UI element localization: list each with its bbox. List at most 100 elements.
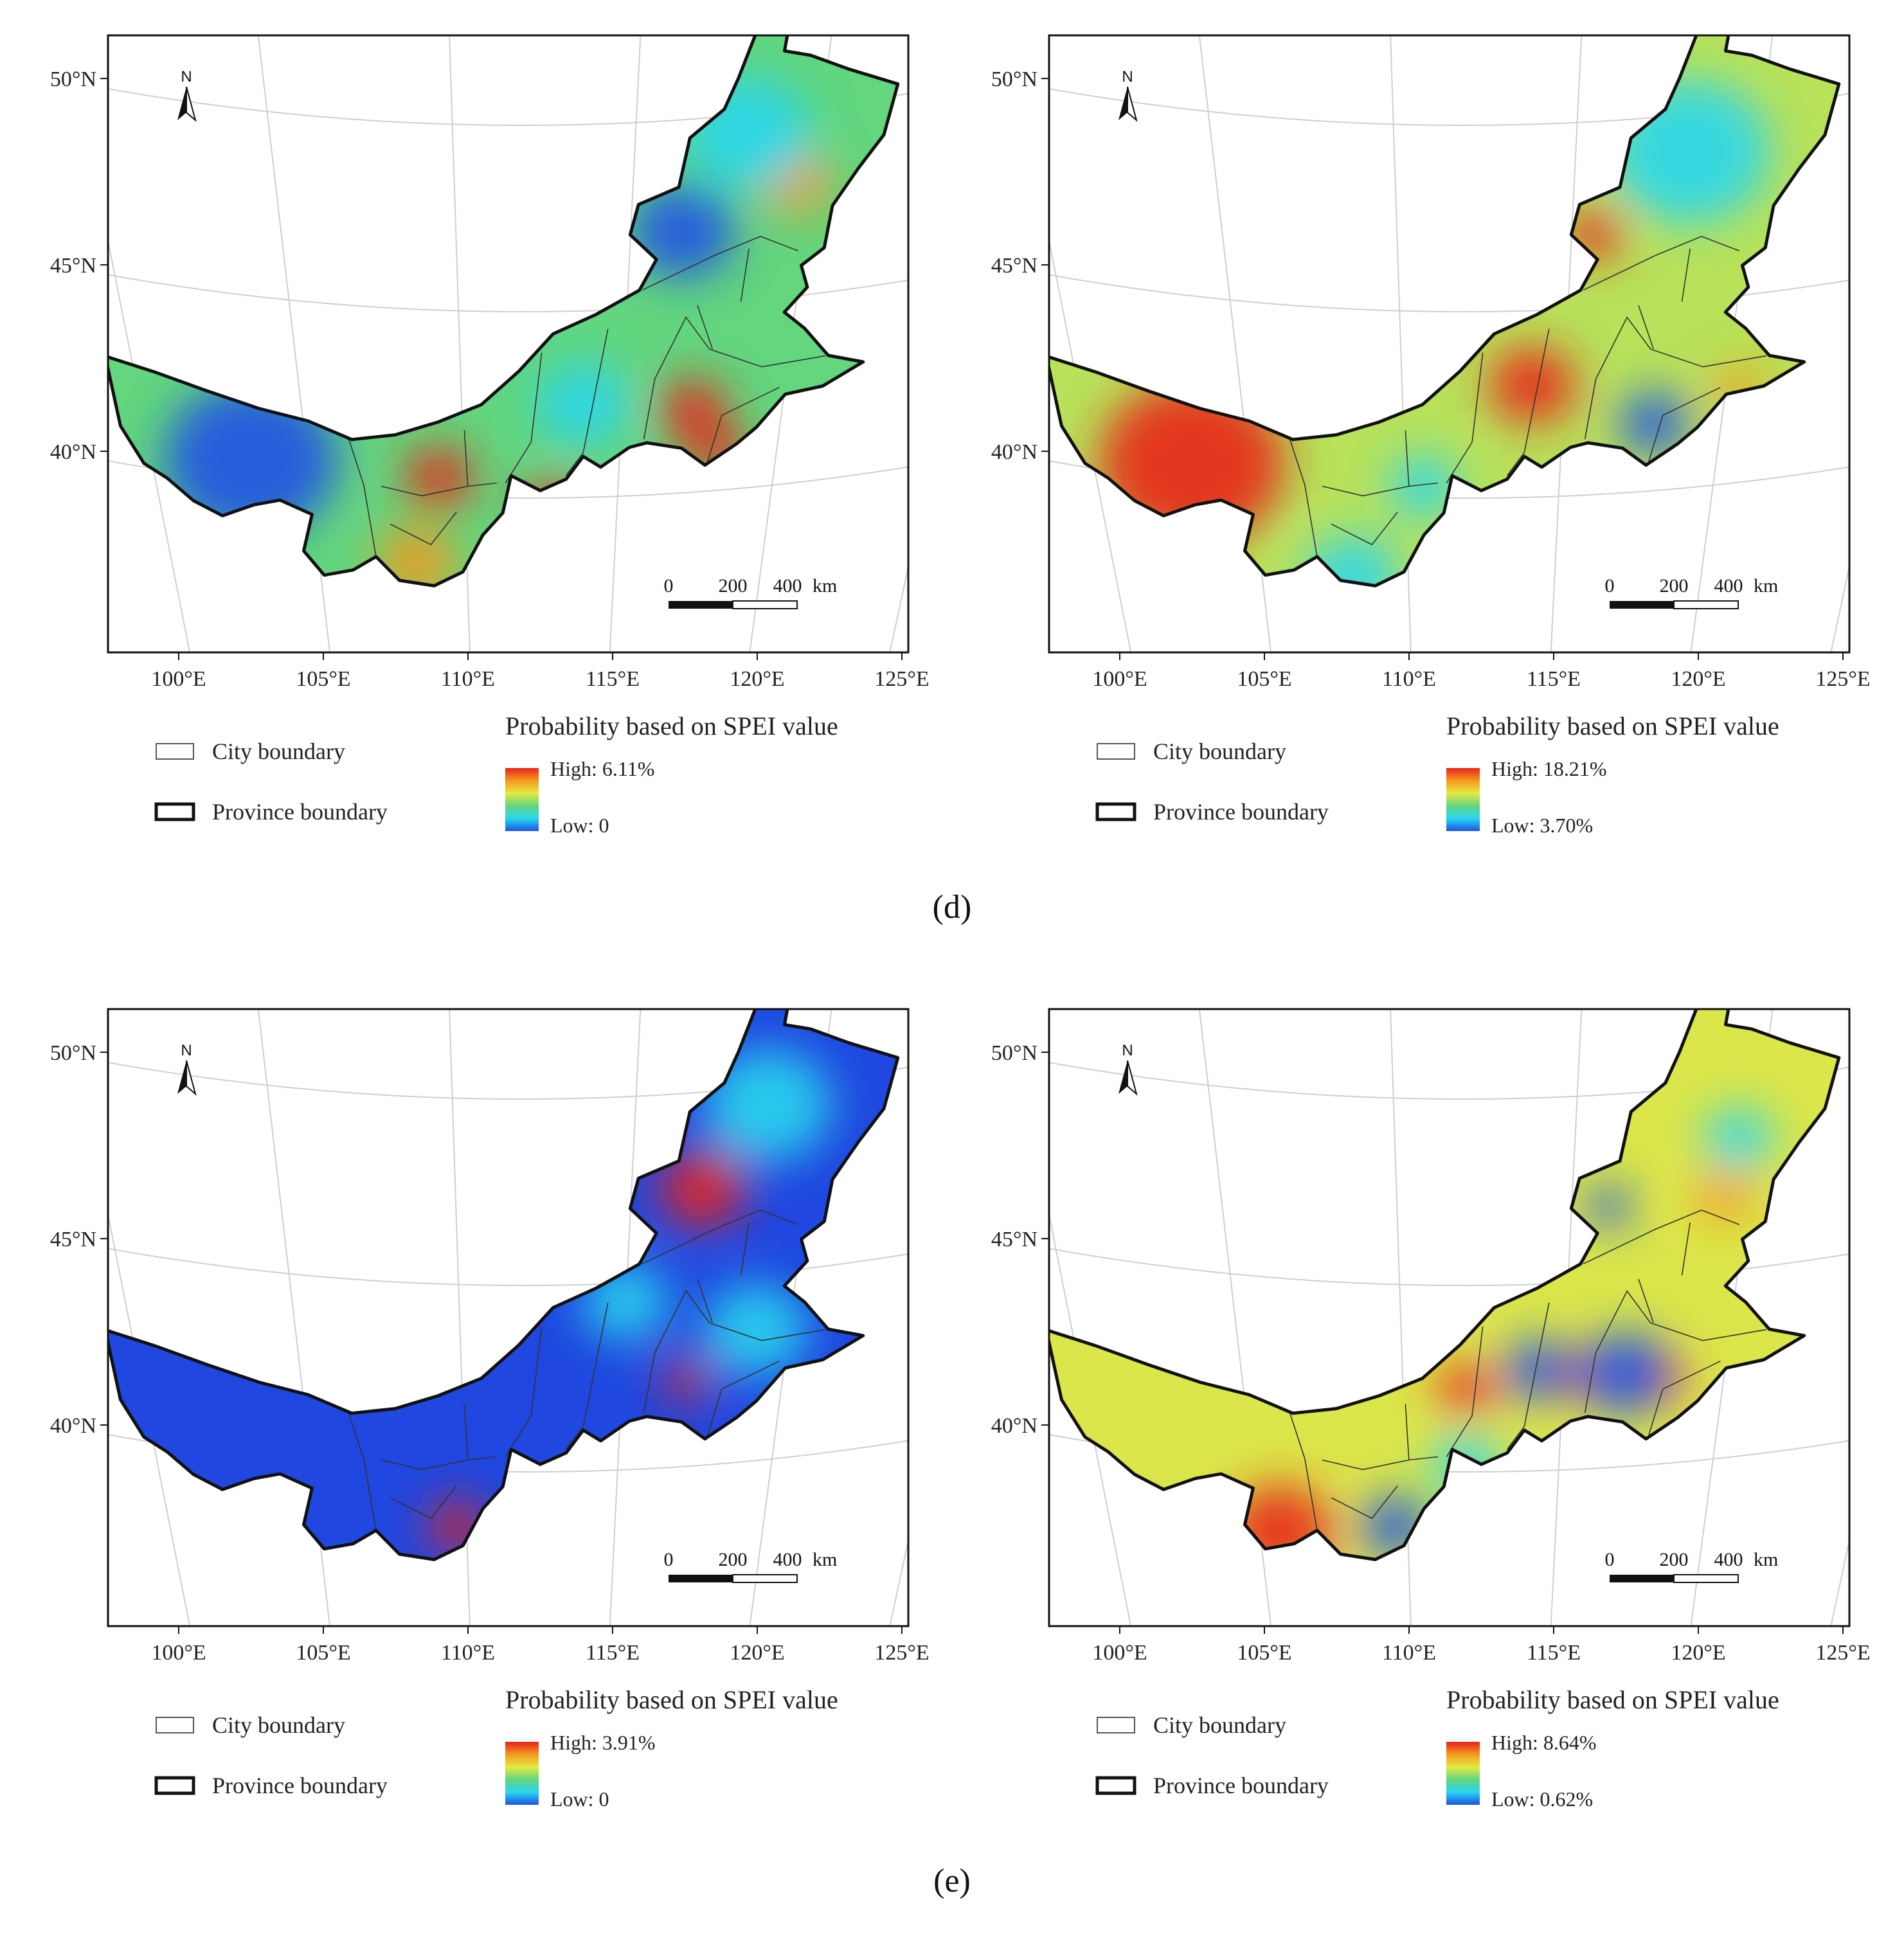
city-boundary-label: City boundary: [1153, 739, 1286, 764]
city-boundary-line: [1331, 512, 1398, 546]
probability-hotspot: [164, 382, 338, 537]
latitude-label: 40°N: [50, 1414, 96, 1438]
map-panel-e-right: N 0 200 400 km 50°N 45°N 40°N 100°E 105°E 110°E 115…: [991, 1008, 1871, 1811]
city-boundary-line: [1583, 235, 1740, 291]
longitude-label: 125°E: [874, 667, 929, 691]
probability-hotspot: [1388, 455, 1459, 517]
map-legend: City boundary Province boundary Probabilit…: [1095, 712, 1779, 837]
longitude-label: 120°E: [1671, 1641, 1725, 1665]
legend-high-label: High: 6.11%: [550, 757, 654, 780]
city-boundary-label: City boundary: [1153, 1712, 1286, 1738]
longitude-label: 105°E: [1237, 1641, 1291, 1665]
legend-high-label: High: 8.64%: [1491, 1731, 1597, 1754]
province-boundary-swatch: [154, 802, 195, 821]
longitude-label: 110°E: [441, 667, 495, 691]
probability-hotspot: [1489, 346, 1576, 424]
probability-color-ramp: [505, 768, 539, 831]
latitude-label: 50°N: [991, 1041, 1037, 1065]
latitude-label: 40°N: [50, 440, 96, 464]
scale-bar-label: 200: [719, 575, 748, 596]
longitude-label: 115°E: [586, 667, 640, 691]
city-boundary-label: City boundary: [212, 1712, 345, 1738]
scale-bar-label: 0: [664, 1549, 674, 1570]
province-boundary-line: [1049, 1009, 1841, 1561]
city-boundary-swatch: [1097, 1717, 1135, 1733]
probability-hotspot: [1579, 1332, 1671, 1415]
city-boundary-line: [505, 352, 543, 484]
city-boundary-line: [1289, 439, 1318, 557]
city-boundary-line: [1583, 1209, 1740, 1265]
city-boundary-line: [348, 1413, 377, 1531]
longitude-label: 115°E: [1527, 1641, 1581, 1665]
latitude-label: 50°N: [50, 67, 96, 91]
scale-bar-label: 200: [1660, 1549, 1689, 1570]
legend-title: Probability based on SPEI value: [1446, 712, 1779, 740]
longitude-label: 120°E: [730, 1641, 784, 1665]
probability-hotspot: [630, 185, 735, 278]
map-frame: [107, 34, 910, 654]
scale-bar-label: 0: [664, 575, 674, 596]
graticule-meridian: [108, 237, 191, 652]
longitude-label: 105°E: [296, 667, 350, 691]
scale-bar-label: km: [813, 575, 837, 596]
probability-hotspot: [404, 447, 474, 509]
north-label: N: [1122, 68, 1133, 85]
city-boundary-line: [1331, 1485, 1398, 1519]
graticule-parallel: [1049, 274, 1849, 313]
city-boundary-line: [707, 386, 780, 461]
graticule-meridian: [108, 1211, 191, 1626]
north-arrow-icon: N: [1118, 1042, 1138, 1096]
scale-bar-label: 400: [773, 1549, 802, 1570]
province-boundary-label: Province boundary: [1153, 799, 1329, 825]
probability-color-ramp: [1446, 1742, 1480, 1805]
city-boundary-line: [565, 1302, 609, 1450]
graticule-meridian: [1049, 237, 1132, 652]
city-boundary-line: [1681, 1222, 1691, 1276]
legend-title: Probability based on SPEI value: [1446, 1685, 1779, 1714]
legend-low-label: Low: 0.62%: [1491, 1787, 1593, 1811]
longitude-label: 100°E: [1092, 667, 1147, 691]
legend-low-label: Low: 3.70%: [1491, 814, 1593, 837]
graticule-parallel: [108, 274, 908, 313]
city-boundary-line: [1405, 1404, 1410, 1460]
city-boundary-line: [1322, 482, 1438, 497]
graticule-parallel: [108, 1248, 908, 1287]
probability-hotspot: [704, 1048, 832, 1161]
legend-title: Probability based on SPEI value: [505, 1685, 838, 1714]
longitude-label: 100°E: [1092, 1641, 1147, 1665]
province-boundary-line: [108, 1009, 900, 1561]
longitude-label: 115°E: [1527, 667, 1581, 691]
legend-high-label: High: 18.21%: [1491, 757, 1607, 780]
north-arrow-icon: N: [177, 1042, 197, 1096]
city-boundary-line: [1638, 305, 1654, 350]
map-legend: City boundary Province boundary Probabilit…: [154, 1685, 838, 1811]
scale-bar-label: 200: [719, 1549, 748, 1570]
probability-hotspot: [663, 1359, 710, 1401]
latitude-label: 40°N: [991, 1414, 1037, 1438]
province-boundary-swatch: [1095, 802, 1136, 821]
latitude-label: 45°N: [991, 1228, 1037, 1251]
longitude-label: 120°E: [1671, 667, 1725, 691]
scale-bar: 0 200 400 km: [1605, 575, 1778, 609]
graticule-parallel: [1049, 1248, 1849, 1287]
longitude-label: 105°E: [1237, 667, 1291, 691]
city-boundary-line: [697, 1278, 713, 1323]
probability-hotspot: [1703, 1107, 1774, 1170]
map-panel-e-left: N 0 200 400 km 50°N 45°N 40°N 100°E 105°E 110°E 115…: [50, 1008, 930, 1811]
longitude-label: 115°E: [586, 1641, 640, 1665]
longitude-label: 110°E: [1382, 1641, 1436, 1665]
city-boundary-line: [390, 512, 457, 546]
map-panel-d-right: N 0 200 400 km 50°N 45°N 40°N 100°E 105°E 110°E 115…: [991, 34, 1871, 837]
province-boundary-label: Province boundary: [212, 1773, 388, 1798]
north-label: N: [181, 68, 192, 85]
map-frame: [107, 1008, 910, 1627]
city-boundary-line: [1584, 1290, 1767, 1413]
city-boundary-line: [381, 482, 497, 497]
north-label: N: [181, 1042, 192, 1059]
probability-color-ramp: [1446, 768, 1480, 831]
legend-title: Probability based on SPEI value: [505, 712, 838, 740]
province-boundary-line: [108, 35, 900, 587]
probability-hotspot: [659, 1151, 746, 1228]
city-boundary-line: [740, 248, 750, 302]
province-boundary-label: Province boundary: [1153, 1773, 1329, 1798]
